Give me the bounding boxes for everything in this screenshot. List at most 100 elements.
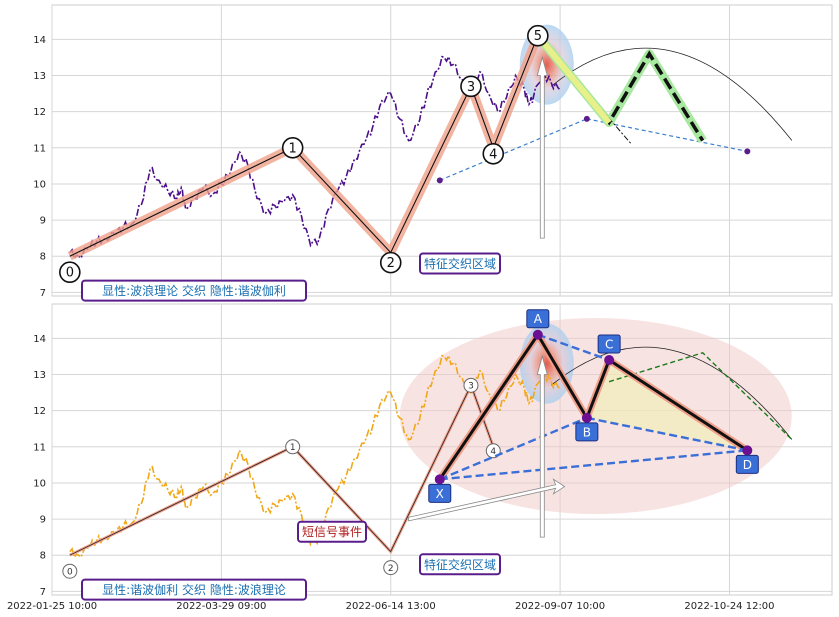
wave-marker: [285, 439, 301, 455]
y-tick-label: 7: [40, 288, 46, 299]
x-tick-label: 2022-01-25 10:00: [7, 601, 97, 612]
x-axis: 2022-01-25 10:00 2022-03-29 09:00 2022-06-…: [7, 601, 775, 612]
y-tick-label: 14: [33, 35, 46, 46]
wave-label: 3: [467, 80, 475, 95]
harmonic-point: [742, 445, 753, 456]
harmonic-label: A: [534, 312, 543, 326]
wave-label: 2: [388, 564, 394, 574]
wave-line: [69, 35, 539, 257]
wave-marker: [59, 261, 81, 284]
harmonic-ratio-line: [439, 416, 588, 481]
wave-marker: [379, 251, 402, 274]
wave-label: 0: [67, 567, 73, 577]
arrow-diagonal: [408, 478, 566, 522]
y-tick-label: 8: [40, 252, 46, 263]
harmonic-tag: [597, 334, 621, 354]
event-box: 短信号事件: [297, 520, 367, 543]
harmonic-label: D: [743, 458, 752, 472]
wave-marker: [463, 377, 479, 393]
wave-marker: [460, 75, 482, 98]
annotation-box-box: [419, 252, 501, 275]
harmonic-bd-line: [586, 118, 748, 152]
harmonic-tag: [575, 422, 599, 442]
wave-label: 4: [490, 447, 496, 457]
harmonic-point: [532, 329, 543, 340]
harmonic-d-point: [744, 148, 751, 155]
wave-label: 1: [289, 141, 297, 156]
arrow-up: [536, 55, 548, 239]
annotation-box: 特征交织区域: [419, 252, 501, 275]
event-box-box: [297, 520, 367, 543]
annotation-box: 特征交织区域: [419, 553, 501, 576]
wave-marker: [281, 136, 304, 159]
wave-label: 3: [468, 382, 474, 392]
y-tick-label: 11: [33, 143, 46, 154]
y-tick-label: 13: [33, 71, 46, 82]
wave-line: [69, 384, 494, 556]
harmonic-leg: [608, 358, 749, 452]
legend-box-box: [81, 578, 307, 601]
harmonic-point: [434, 474, 445, 485]
y-tick-label: 7: [40, 587, 46, 598]
wave-label: 0: [66, 266, 74, 281]
harmonic-label: B: [583, 425, 591, 439]
y-tick-label: 13: [33, 370, 46, 381]
harmonic-leg: [585, 359, 611, 419]
target-zone: [519, 323, 574, 404]
y-tick-label: 14: [33, 334, 46, 345]
y-tick-label: 11: [33, 442, 46, 453]
harmonic-x-point: [436, 177, 443, 184]
harmonic-tag: [428, 483, 452, 503]
legend-box-box: [81, 279, 307, 302]
wave-marker: [383, 560, 399, 576]
legend-box: 显性:波浪理论 交织 隐性:谐波伽利: [81, 279, 307, 302]
legend-box-text: 显性:谐波伽利 交织 隐性:波浪理论: [102, 582, 286, 597]
annotation-box-box: [419, 553, 501, 576]
projection-yellow: [535, 33, 612, 125]
harmonic-label: C: [605, 338, 613, 352]
y-tick-label: 10: [33, 179, 46, 190]
y-tick-label: 12: [33, 107, 46, 118]
projection-arc: [550, 47, 793, 141]
y-tick-label: 9: [40, 515, 46, 526]
x-tick-label: 2022-10-24 12:00: [684, 601, 774, 612]
event-box-text: 短信号事件: [302, 525, 362, 539]
harmonic-label: X: [436, 487, 444, 501]
wave-label: 1: [290, 443, 296, 453]
projection-arc: [550, 346, 793, 440]
harmonic-ratio-line: [586, 416, 748, 452]
x-tick-label: 2022-06-14 13:00: [346, 601, 436, 612]
annotation-box-text: 特征交织区域: [424, 557, 496, 572]
projection-line: [608, 352, 793, 441]
y-tick-label: 8: [40, 551, 46, 562]
harmonic-tag: [526, 309, 550, 329]
arrow-up: [536, 354, 548, 538]
wave-marker: [482, 142, 505, 165]
legend-box-text: 显性:波浪理论 交织 隐性:谐波伽利: [102, 283, 286, 298]
y-tick-label: 10: [33, 478, 46, 489]
wave-label: 5: [534, 29, 542, 44]
price-series: [69, 54, 561, 260]
harmonic-point: [604, 355, 615, 366]
harmonic-leg: [438, 333, 540, 481]
harmonic-leg: [536, 333, 589, 419]
harmonic-b-point: [583, 115, 590, 122]
wave-marker: [62, 563, 78, 579]
x-tick-label: 2022-09-07 10:00: [515, 601, 605, 612]
harmonic-ratio-line: [537, 333, 610, 362]
harmonic-xb-line: [439, 118, 588, 181]
harmonic-ratio-line: [439, 449, 748, 481]
legend-box: 显性:谐波伽利 交织 隐性:波浪理论: [81, 578, 307, 601]
wave-marker: [527, 24, 549, 47]
annotation-box-text: 特征交织区域: [424, 256, 496, 271]
y-tick-label: 9: [40, 216, 46, 227]
y-tick-label: 12: [33, 406, 46, 417]
bottom-panel: 789101112131401234XABCD短信号事件特征交织区域显性:谐波伽…: [33, 303, 833, 601]
x-tick-label: 2022-03-29 09:00: [176, 601, 266, 612]
harmonic-point: [581, 412, 592, 423]
wave-label: 4: [489, 147, 497, 162]
wave-label: 2: [387, 256, 395, 271]
harmonic-tag: [735, 454, 759, 474]
